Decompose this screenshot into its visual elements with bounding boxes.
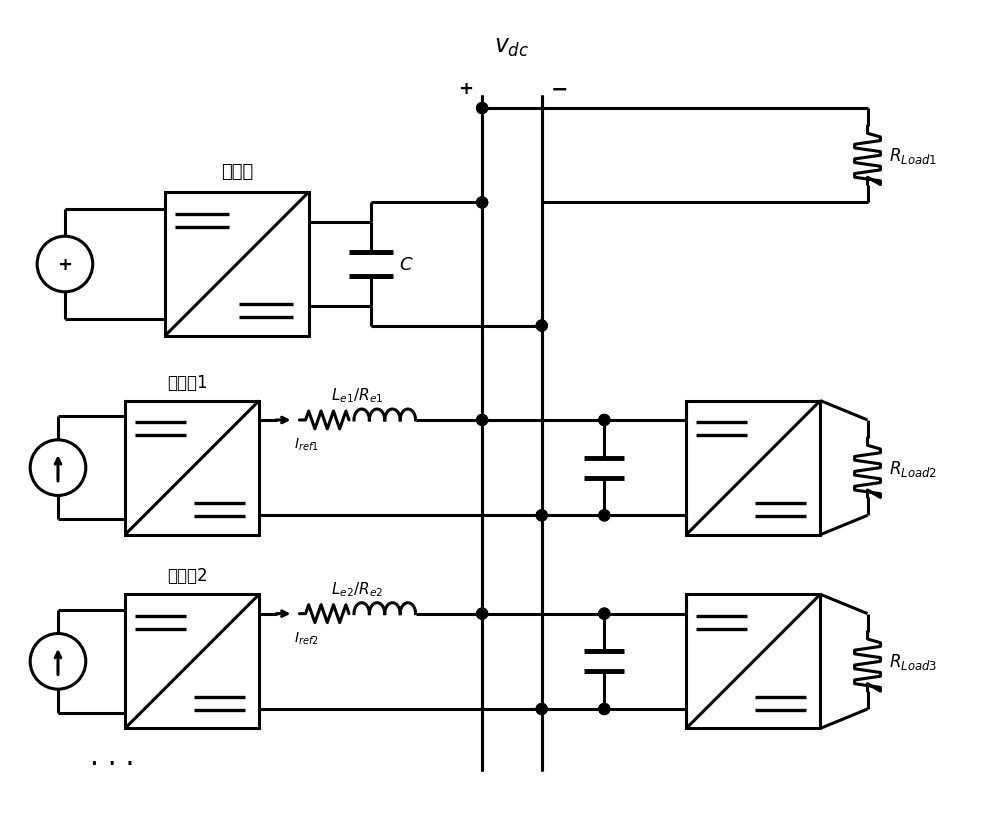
Circle shape [599,415,610,426]
Text: $R_{Load3}$: $R_{Load3}$ [889,652,938,672]
Circle shape [536,704,547,715]
Circle shape [599,415,610,426]
Bar [165,193,309,337]
Circle shape [599,704,610,715]
Circle shape [477,415,488,426]
Text: $L_{e1}/R_{e1}$: $L_{e1}/R_{e1}$ [331,386,384,405]
Text: −: − [551,79,568,99]
Bar [686,595,820,729]
Circle shape [536,510,547,521]
Text: $L_{e2}/R_{e2}$: $L_{e2}/R_{e2}$ [331,580,384,598]
Circle shape [536,320,547,332]
Circle shape [477,415,488,426]
Bar [125,595,259,729]
Circle shape [536,704,547,715]
Text: $R_{Load1}$: $R_{Load1}$ [889,146,937,166]
Bar [125,401,259,535]
Circle shape [536,320,547,332]
Text: $v_{dc}$: $v_{dc}$ [494,36,530,60]
Bar [686,401,820,535]
Circle shape [599,609,610,619]
Circle shape [477,104,488,114]
Circle shape [599,510,610,521]
Text: $R_{Load2}$: $R_{Load2}$ [889,458,937,478]
Text: $I_{ref2}$: $I_{ref2}$ [294,630,319,646]
Circle shape [477,609,488,619]
Text: $C$: $C$ [399,256,413,274]
Circle shape [477,609,488,619]
Text: +: + [57,256,72,274]
Text: $I_{ref1}$: $I_{ref1}$ [294,436,319,453]
Circle shape [599,510,610,521]
Circle shape [477,198,488,209]
Text: · · ·: · · · [90,749,135,777]
Text: +: + [458,80,473,98]
Circle shape [599,704,610,715]
Circle shape [477,198,488,209]
Text: 主电源: 主电源 [221,163,253,181]
Text: 从电源2: 从电源2 [167,566,207,585]
Text: 从电源1: 从电源1 [167,373,207,391]
Circle shape [477,104,488,114]
Circle shape [536,510,547,521]
Circle shape [599,609,610,619]
